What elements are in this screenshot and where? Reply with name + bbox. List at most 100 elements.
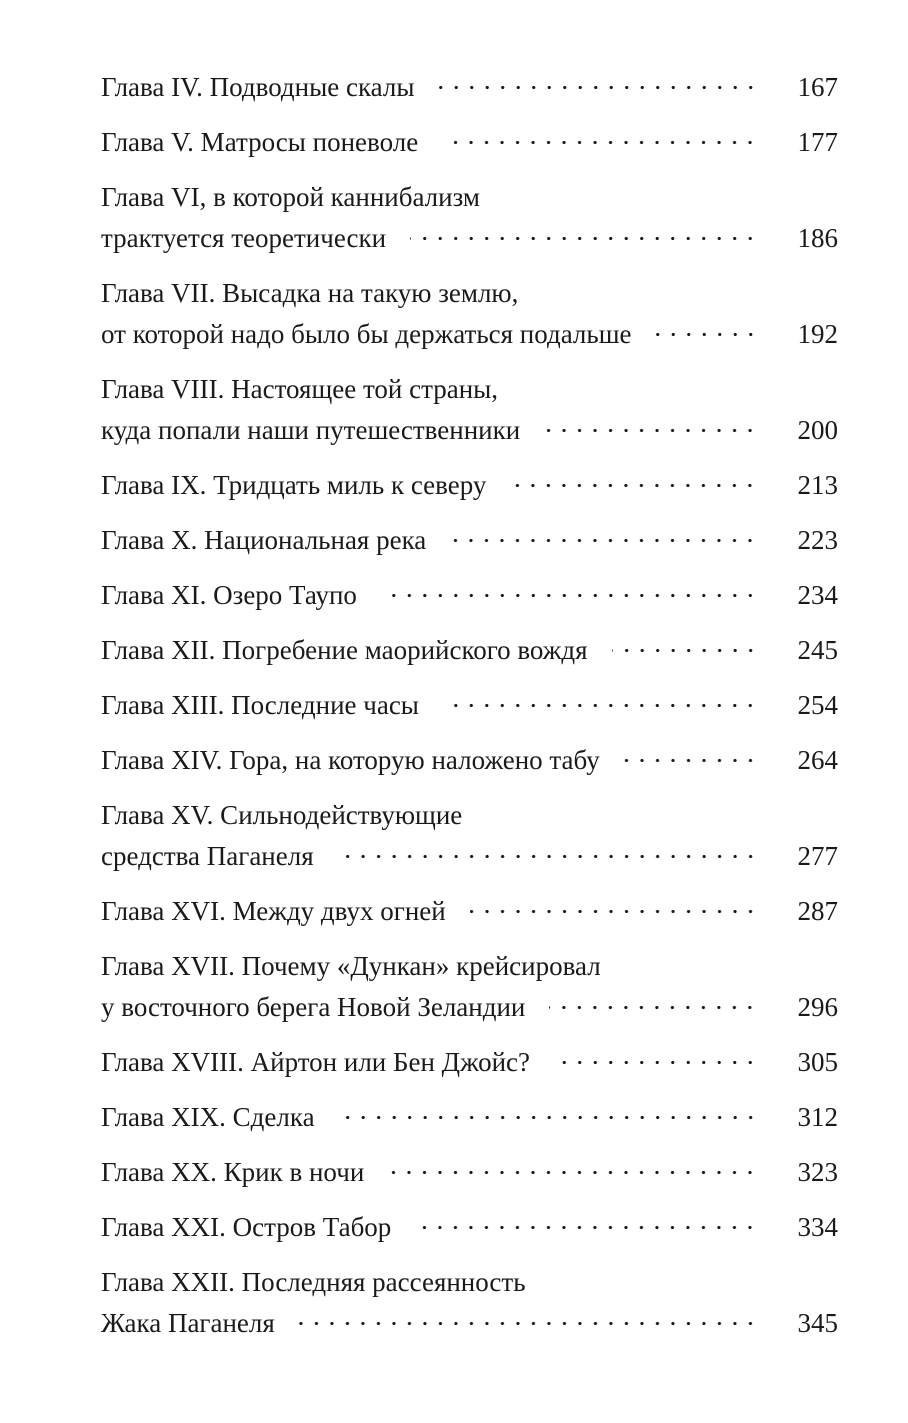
toc-entry: Глава IX. Тридцать миль к северу 213 — [101, 465, 838, 506]
page-number: 334 — [797, 1212, 839, 1242]
page-number: 200 — [797, 415, 839, 445]
chapter-title: Глава XII. Погребение маорийского вождя — [101, 635, 588, 665]
toc-entry: Глава IV. Подводные скалы 167 — [101, 67, 838, 108]
dot-leader — [469, 891, 760, 932]
toc-entry: Глава XIX. Сделка 312 — [101, 1097, 838, 1138]
toc-entry: Глава XVIII. Айртон или Бен Джойс? 305 — [101, 1042, 838, 1083]
toc-line: Глава VIII. Настоящее той страны, — [101, 369, 838, 410]
toc-line: Глава XVI. Между двух огней 287 — [101, 891, 838, 932]
chapter-title: Глава XVIII. Айртон или Бен Джойс? — [101, 1047, 530, 1077]
chapter-title: Глава V. Матросы поневоле — [101, 127, 419, 157]
chapter-title: средства Паганеля — [101, 841, 314, 871]
chapter-title: Глава XXI. Остров Табор — [101, 1212, 392, 1242]
toc-line: Глава XX. Крик в ночи 323 — [101, 1152, 838, 1193]
page-number: 192 — [797, 319, 839, 349]
toc-line: Глава XVIII. Айртон или Бен Джойс? 305 — [101, 1042, 838, 1083]
toc-entry: Глава V. Матросы поневоле 177 — [101, 122, 838, 163]
chapter-title: Глава XX. Крик в ночи — [101, 1157, 365, 1187]
page-number: 177 — [797, 127, 839, 157]
table-of-contents: Глава IV. Подводные скалы 167 Глава V. Мат… — [101, 67, 838, 1358]
page-number: 296 — [797, 992, 839, 1022]
chapter-title: от которой надо было бы держаться подаль… — [101, 319, 632, 349]
dot-leader — [655, 314, 760, 355]
toc-line: Жака Паганеля 345 — [101, 1303, 838, 1344]
toc-line: Глава XXII. Последняя рассеянность — [101, 1262, 838, 1303]
dot-leader — [554, 1042, 760, 1083]
toc-line: Глава VI, в которой каннибализм — [101, 177, 838, 218]
dot-leader — [442, 122, 760, 163]
page-number: 323 — [797, 1157, 839, 1187]
chapter-title: Глава XIX. Сделка — [101, 1102, 315, 1132]
chapter-title: Глава XVII. Почему «Дункан» крейсировал — [101, 951, 601, 981]
chapter-title: Глава XIV. Гора, на которую наложено таб… — [101, 745, 600, 775]
page-number: 254 — [797, 690, 839, 720]
toc-line: Глава V. Матросы поневоле 177 — [101, 122, 838, 163]
page-number: 277 — [797, 841, 839, 871]
toc-entry: Глава XVI. Между двух огней 287 — [101, 891, 838, 932]
toc-entry: Глава XX. Крик в ночи 323 — [101, 1152, 838, 1193]
chapter-title: Глава XIII. Последние часы — [101, 690, 419, 720]
page-number: 223 — [797, 525, 839, 555]
toc-line: от которой надо было бы держаться подаль… — [101, 314, 838, 355]
toc-line: куда попали наши путешественники 200 — [101, 410, 838, 451]
toc-entry: Глава XIV. Гора, на которую наложено таб… — [101, 740, 838, 781]
chapter-title: Глава XV. Сильнодействующие — [101, 800, 463, 830]
page-number: 186 — [797, 223, 839, 253]
dot-leader — [298, 1303, 760, 1344]
chapter-title: Глава VII. Высадка на такую землю, — [101, 278, 519, 308]
toc-entry: Глава XI. Озеро Таупо 234 — [101, 575, 838, 616]
toc-line: Глава XIX. Сделка 312 — [101, 1097, 838, 1138]
dot-leader — [549, 987, 760, 1028]
chapter-title: Глава IV. Подводные скалы — [101, 72, 415, 102]
toc-entry: Глава XIII. Последние часы 254 — [101, 685, 838, 726]
toc-line: Глава XVII. Почему «Дункан» крейсировал — [101, 946, 838, 987]
toc-line: Глава XII. Погребение маорийского вождя 2… — [101, 630, 838, 671]
page-number: 305 — [797, 1047, 839, 1077]
toc-line: трактуется теоретически 186 — [101, 218, 838, 259]
page-number: 312 — [797, 1102, 839, 1132]
toc-line: Глава XIV. Гора, на которую наложено таб… — [101, 740, 838, 781]
dot-leader — [544, 410, 760, 451]
toc-entry: Глава XII. Погребение маорийского вождя 2… — [101, 630, 838, 671]
chapter-title: куда попали наши путешественники — [101, 415, 521, 445]
page-number: 167 — [797, 72, 839, 102]
page-number: 213 — [797, 470, 839, 500]
dot-leader — [611, 630, 760, 671]
toc-line: у восточного берега Новой Зеландии 296 — [101, 987, 838, 1028]
toc-entry: Глава XXII. Последняя рассеянность Жака П… — [101, 1262, 838, 1344]
dot-leader — [388, 1152, 760, 1193]
dot-leader — [415, 1207, 760, 1248]
toc-line: средства Паганеля 277 — [101, 836, 838, 877]
toc-line: Глава IX. Тридцать миль к северу 213 — [101, 465, 838, 506]
toc-entry: Глава VII. Высадка на такую землю, от кот… — [101, 273, 838, 355]
toc-entry: Глава XVII. Почему «Дункан» крейсировал у… — [101, 946, 838, 1028]
chapter-title: Жака Паганеля — [101, 1308, 275, 1338]
page-number: 287 — [797, 896, 839, 926]
chapter-title: у восточного берега Новой Зеландии — [101, 992, 526, 1022]
dot-leader — [510, 465, 760, 506]
toc-entry: Глава XXI. Остров Табор 334 — [101, 1207, 838, 1248]
toc-entry: Глава VIII. Настоящее той страны, куда по… — [101, 369, 838, 451]
chapter-title: Глава IX. Тридцать миль к северу — [101, 470, 487, 500]
chapter-title: трактуется теоретически — [101, 223, 387, 253]
chapter-title: Глава XVI. Между двух огней — [101, 896, 446, 926]
page-number: 234 — [797, 580, 839, 610]
toc-entry: Глава X. Национальная река 223 — [101, 520, 838, 561]
dot-leader — [442, 685, 760, 726]
page-number: 264 — [797, 745, 839, 775]
dot-leader — [380, 575, 760, 616]
toc-entry: Глава XV. Сильнодействующие средства Пага… — [101, 795, 838, 877]
chapter-title: Глава VI, в которой каннибализм — [101, 182, 480, 212]
chapter-title: Глава XI. Озеро Таупо — [101, 580, 357, 610]
toc-line: Глава XIII. Последние часы 254 — [101, 685, 838, 726]
page-number: 245 — [797, 635, 839, 665]
page-number: 345 — [797, 1308, 839, 1338]
dot-leader — [450, 520, 760, 561]
toc-line: Глава IV. Подводные скалы 167 — [101, 67, 838, 108]
toc-line: Глава XXI. Остров Табор 334 — [101, 1207, 838, 1248]
dot-leader — [410, 218, 760, 259]
toc-line: Глава XI. Озеро Таупо 234 — [101, 575, 838, 616]
dot-leader — [337, 836, 760, 877]
chapter-title: Глава VIII. Настоящее той страны, — [101, 374, 499, 404]
toc-line: Глава VII. Высадка на такую землю, — [101, 273, 838, 314]
